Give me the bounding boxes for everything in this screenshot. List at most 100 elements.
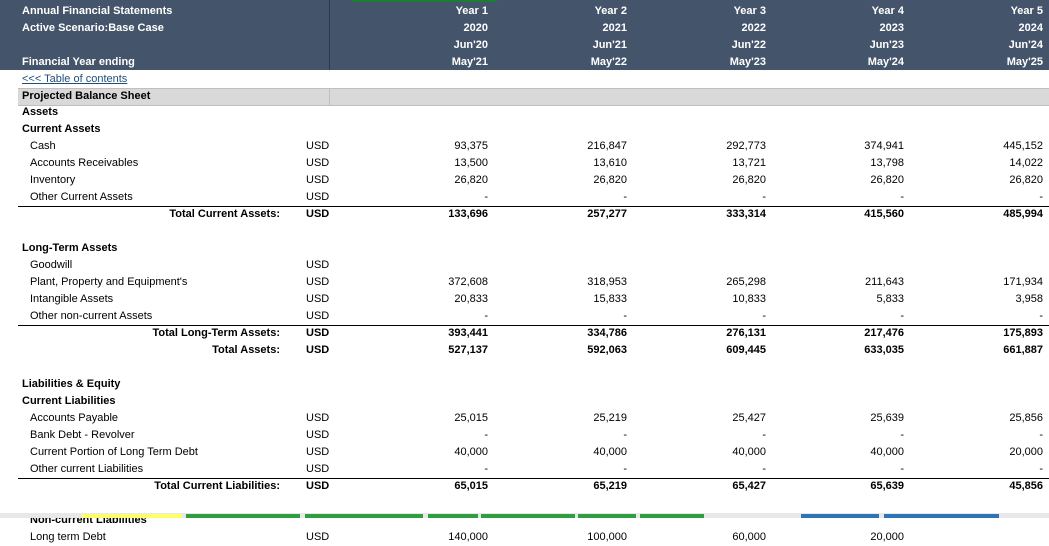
value-cell-year-4[interactable]: 633,035 (864, 344, 904, 356)
unit-cell[interactable]: USD (306, 480, 330, 492)
value-cell-year-5[interactable]: 445,152 (1003, 140, 1043, 152)
value-cell-year-2[interactable]: - (623, 310, 627, 322)
value-cell-year-2[interactable]: 216,847 (587, 140, 627, 152)
value-cell-year-2[interactable]: 334,786 (587, 327, 627, 339)
value-cell-year-1[interactable]: 20,833 (454, 293, 488, 305)
unit-cell[interactable]: USD (306, 293, 330, 305)
value-cell-year-1[interactable]: - (484, 463, 488, 475)
value-cell-year-3[interactable]: 13,721 (732, 157, 766, 169)
value-cell-year-4[interactable]: - (900, 429, 904, 441)
value-cell-year-5[interactable]: 3,958 (1015, 293, 1043, 305)
unit-cell[interactable]: USD (306, 140, 330, 152)
value-cell-year-4[interactable]: 25,639 (870, 412, 904, 424)
value-cell-year-3[interactable]: 333,314 (726, 208, 766, 220)
unit-cell[interactable]: USD (306, 276, 330, 288)
value-cell-year-5[interactable]: - (1039, 463, 1043, 475)
line-item-label[interactable]: Cash (30, 140, 56, 152)
line-item-label[interactable]: Inventory (30, 174, 76, 186)
value-cell-year-5[interactable]: 25,856 (1009, 412, 1043, 424)
value-cell-year-3[interactable]: - (762, 310, 766, 322)
line-item-label[interactable]: Long term Debt (30, 531, 106, 543)
line-item-label[interactable]: Other Current Assets (30, 191, 133, 203)
unit-cell[interactable]: USD (306, 310, 330, 322)
unit-cell[interactable]: USD (306, 327, 330, 339)
table-of-contents-link[interactable]: <<< Table of contents (22, 73, 128, 85)
total-row-label[interactable]: Total Assets: (212, 344, 280, 356)
value-cell-year-1[interactable]: 26,820 (454, 174, 488, 186)
value-cell-year-1[interactable]: 527,137 (448, 344, 488, 356)
value-cell-year-5[interactable]: 26,820 (1009, 174, 1043, 186)
value-cell-year-2[interactable]: 318,953 (587, 276, 627, 288)
value-cell-year-2[interactable]: - (623, 191, 627, 203)
value-cell-year-1[interactable]: 40,000 (454, 446, 488, 458)
value-cell-year-5[interactable]: - (1039, 429, 1043, 441)
sheet-tab[interactable] (578, 514, 636, 518)
value-cell-year-4[interactable]: 415,560 (864, 208, 904, 220)
sheet-tab[interactable] (801, 514, 879, 518)
value-cell-year-4[interactable]: 40,000 (870, 446, 904, 458)
unit-cell[interactable]: USD (306, 191, 330, 203)
value-cell-year-3[interactable]: 10,833 (732, 293, 766, 305)
value-cell-year-4[interactable]: - (900, 463, 904, 475)
group-heading[interactable]: Liabilities & Equity (22, 378, 121, 390)
line-item-label[interactable]: Plant, Property and Equipment's (30, 276, 188, 288)
value-cell-year-3[interactable]: 292,773 (726, 140, 766, 152)
sheet-tab[interactable] (186, 514, 300, 518)
value-cell-year-4[interactable]: 374,941 (864, 140, 904, 152)
value-cell-year-2[interactable]: - (623, 429, 627, 441)
value-cell-year-5[interactable]: 45,856 (1009, 480, 1043, 492)
value-cell-year-4[interactable]: 5,833 (876, 293, 904, 305)
group-heading[interactable]: Current Assets (22, 123, 101, 135)
unit-cell[interactable]: USD (306, 344, 330, 356)
line-item-label[interactable]: Other current Liabilities (30, 463, 144, 475)
value-cell-year-5[interactable]: 175,893 (1003, 327, 1043, 339)
sheet-tab[interactable] (481, 514, 575, 518)
value-cell-year-1[interactable]: 93,375 (454, 140, 488, 152)
value-cell-year-2[interactable]: 100,000 (587, 531, 627, 543)
value-cell-year-1[interactable]: 140,000 (448, 531, 488, 543)
group-heading[interactable]: Assets (22, 106, 59, 118)
total-row-label[interactable]: Total Long-Term Assets: (152, 327, 280, 339)
unit-cell[interactable]: USD (306, 531, 330, 543)
value-cell-year-1[interactable]: 393,441 (448, 327, 488, 339)
value-cell-year-5[interactable]: - (1039, 310, 1043, 322)
line-item-label[interactable]: Accounts Receivables (30, 157, 139, 169)
value-cell-year-1[interactable]: 65,015 (454, 480, 488, 492)
value-cell-year-3[interactable]: 65,427 (732, 480, 766, 492)
value-cell-year-3[interactable]: - (762, 429, 766, 441)
line-item-label[interactable]: Intangible Assets (30, 293, 114, 305)
value-cell-year-1[interactable]: - (484, 429, 488, 441)
value-cell-year-4[interactable]: - (900, 310, 904, 322)
unit-cell[interactable]: USD (306, 429, 330, 441)
value-cell-year-3[interactable]: - (762, 463, 766, 475)
value-cell-year-1[interactable]: - (484, 310, 488, 322)
value-cell-year-4[interactable]: 65,639 (870, 480, 904, 492)
value-cell-year-5[interactable]: 485,994 (1003, 208, 1043, 220)
value-cell-year-4[interactable]: 13,798 (870, 157, 904, 169)
value-cell-year-3[interactable]: 265,298 (726, 276, 766, 288)
value-cell-year-5[interactable]: 661,887 (1003, 344, 1043, 356)
unit-cell[interactable]: USD (306, 412, 330, 424)
value-cell-year-3[interactable]: 25,427 (732, 412, 766, 424)
group-heading[interactable]: Long-Term Assets (22, 242, 118, 254)
line-item-label[interactable]: Other non-current Assets (30, 310, 153, 322)
unit-cell[interactable]: USD (306, 463, 330, 475)
value-cell-year-5[interactable]: 20,000 (1009, 446, 1043, 458)
value-cell-year-2[interactable]: 65,219 (593, 480, 627, 492)
group-heading[interactable]: Current Liabilities (22, 395, 116, 407)
value-cell-year-1[interactable]: 372,608 (448, 276, 488, 288)
value-cell-year-2[interactable]: 26,820 (593, 174, 627, 186)
value-cell-year-1[interactable]: 13,500 (454, 157, 488, 169)
value-cell-year-3[interactable]: 26,820 (732, 174, 766, 186)
value-cell-year-4[interactable]: 20,000 (870, 531, 904, 543)
value-cell-year-5[interactable]: 171,934 (1003, 276, 1043, 288)
total-row-label[interactable]: Total Current Liabilities: (154, 480, 280, 492)
value-cell-year-2[interactable]: 13,610 (593, 157, 627, 169)
sheet-tab[interactable] (82, 514, 182, 518)
sheet-tab[interactable] (640, 514, 704, 518)
value-cell-year-3[interactable]: 276,131 (726, 327, 766, 339)
total-row-label[interactable]: Total Current Assets: (169, 208, 280, 220)
value-cell-year-2[interactable]: 15,833 (593, 293, 627, 305)
value-cell-year-3[interactable]: - (762, 191, 766, 203)
